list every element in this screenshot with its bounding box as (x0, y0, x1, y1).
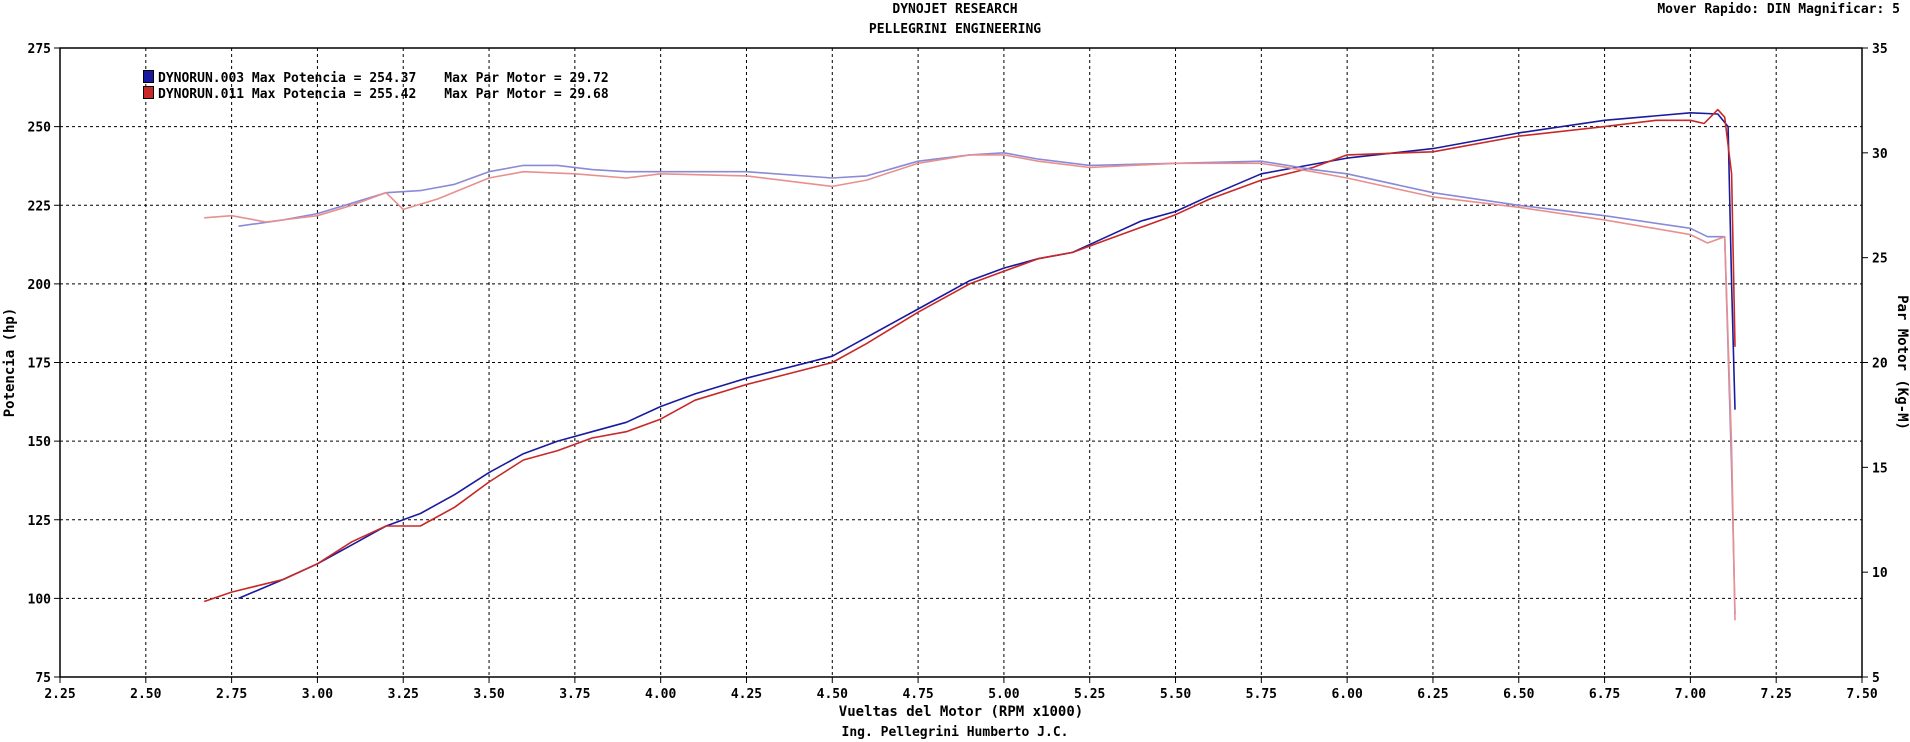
x-tick-label: 6.75 (1589, 687, 1620, 702)
x-tick-label: 4.50 (817, 687, 848, 702)
x-tick-label: 2.25 (44, 687, 75, 702)
x-axis-label: Vueltas del Motor (RPM x1000) (839, 704, 1083, 720)
legend-max-torque-run003: Max Par Motor = 29.72 (444, 71, 609, 86)
y-right-axis-label: Par Motor (Kg-M) (1894, 295, 1910, 430)
x-tick-label: 4.25 (731, 687, 762, 702)
x-tick-label: 2.50 (130, 687, 161, 702)
y-left-tick-label: 250 (28, 121, 52, 136)
x-tick-label: 2.75 (216, 687, 247, 702)
x-tick-label: 5.75 (1246, 687, 1277, 702)
series-line-dynorun-003-torque (238, 152, 1736, 615)
legend-max-power-run011: Max Potencia = 255.42 (251, 87, 417, 102)
x-tick-label: 4.00 (645, 687, 676, 702)
y-left-axis-label: Potencia (hp) (2, 308, 18, 418)
x-tick-label: 7.50 (1846, 687, 1877, 702)
x-tick-label: 3.25 (388, 687, 419, 702)
x-tick-label: 5.00 (988, 687, 1019, 702)
x-tick-label: 6.50 (1503, 687, 1534, 702)
legend-name-run003: DYNORUN.003 (158, 71, 245, 86)
y-right-tick-label: 35 (1872, 42, 1888, 57)
y-right-tick-label: 15 (1872, 461, 1888, 476)
y-left-tick-label: 125 (28, 514, 51, 529)
series-line-dynorun-003-power (238, 112, 1736, 600)
x-tick-label: 3.50 (473, 687, 504, 702)
legend-item-run003: DYNORUN.003 Max Potencia = 254.37 Max Par… (143, 70, 609, 86)
legend-swatch-run011 (143, 86, 154, 99)
y-left-tick-label: 275 (28, 42, 51, 57)
legend-swatch-run003 (143, 70, 154, 83)
chart-subtitle: PELLEGRINI ENGINEERING (868, 22, 1042, 37)
x-tick-label: 4.75 (902, 687, 933, 702)
x-tick-label: 7.00 (1675, 687, 1706, 702)
y-left-tick-label: 100 (28, 592, 52, 607)
magnification-info: Mover Rapido: DIN Magnificar: 5 (1657, 2, 1900, 17)
series-line-dynorun-011-power (203, 108, 1736, 603)
legend-item-run011: DYNORUN.011 Max Potencia = 255.42 Max Par… (143, 86, 609, 102)
x-tick-label: 3.00 (302, 687, 333, 702)
y-left-tick-label: 200 (28, 278, 52, 293)
legend-name-run011: DYNORUN.011 (158, 87, 245, 102)
y-left-tick-label: 175 (28, 357, 51, 372)
x-tick-label: 5.50 (1160, 687, 1191, 702)
legend-max-torque-run011: Max Par Motor = 29.68 (444, 87, 609, 102)
plot-frame (59, 47, 1863, 678)
x-tick-label: 6.00 (1331, 687, 1362, 702)
y-left-tick-label: 75 (35, 671, 51, 686)
x-tick-label: 3.75 (559, 687, 590, 702)
x-tick-label: 5.25 (1074, 687, 1105, 702)
y-right-tick-label: 30 (1872, 147, 1888, 162)
y-left-tick-label: 150 (28, 435, 52, 450)
y-left-tick-label: 225 (28, 199, 51, 214)
y-right-tick-label: 10 (1872, 566, 1888, 581)
y-right-tick-label: 20 (1872, 357, 1888, 372)
legend-max-power-run003: Max Potencia = 254.37 (251, 71, 417, 86)
x-tick-label: 6.25 (1417, 687, 1448, 702)
x-tick-label: 7.25 (1761, 687, 1792, 702)
credit-footer: Ing. Pellegrini Humberto J.C. (841, 725, 1069, 740)
chart-title: DYNOJET RESEARCH (892, 2, 1018, 17)
y-right-tick-label: 5 (1872, 671, 1880, 686)
y-right-tick-label: 25 (1872, 252, 1888, 267)
series-line-dynorun-011-torque (204, 154, 1736, 621)
